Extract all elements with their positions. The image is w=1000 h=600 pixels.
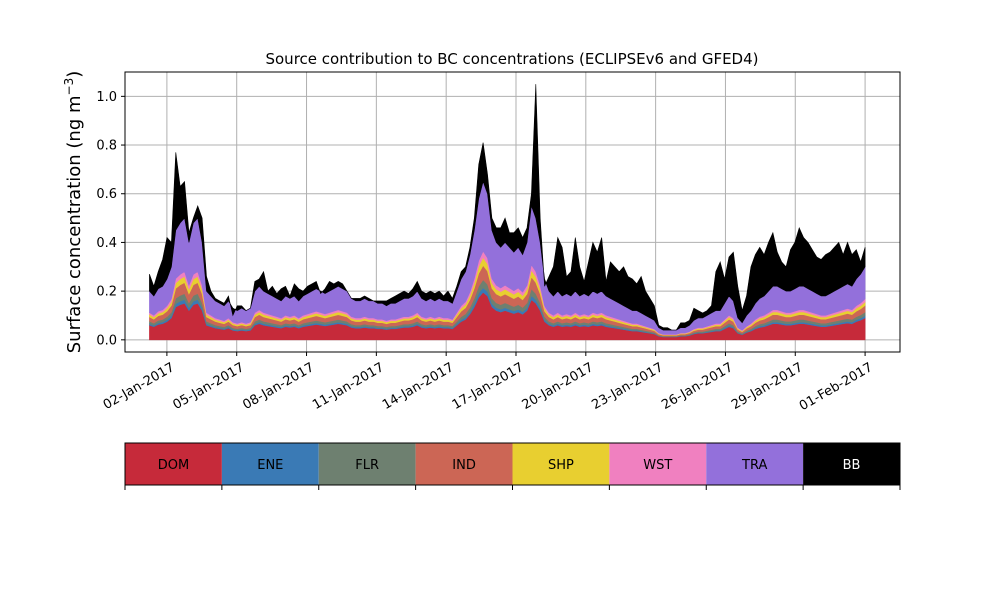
y-tick-label: 0.2 bbox=[96, 285, 117, 300]
y-tick-label: 1.0 bbox=[96, 90, 117, 105]
legend-label-bb: BB bbox=[843, 458, 861, 473]
legend-label-tra: TRA bbox=[741, 458, 767, 473]
legend-colorbar: DOM ENE FLR IND SHP WST TRA BB bbox=[124, 442, 901, 490]
y-axis-label-exponent: −3 bbox=[62, 78, 76, 96]
legend-swatch-shp bbox=[512, 443, 610, 485]
x-tick-label: 29-Jan-2017 bbox=[729, 360, 806, 413]
y-tick-label: 0.8 bbox=[96, 139, 117, 154]
x-tick-label: 05-Jan-2017 bbox=[171, 360, 248, 413]
legend-swatch-bb bbox=[803, 443, 900, 485]
grid bbox=[125, 72, 900, 352]
x-tick-label: 08-Jan-2017 bbox=[240, 360, 317, 413]
legend-swatch-flr bbox=[318, 443, 416, 485]
legend-label-flr: FLR bbox=[355, 458, 379, 473]
legend-label-shp: SHP bbox=[548, 458, 574, 473]
y-tick-label: 0.6 bbox=[96, 187, 117, 202]
x-tick-label: 20-Jan-2017 bbox=[520, 360, 597, 413]
stacked-areas bbox=[149, 84, 866, 341]
legend-label-ene: ENE bbox=[257, 458, 283, 473]
legend-swatch-dom bbox=[125, 443, 222, 485]
x-tick-label: 01-Feb-2017 bbox=[797, 360, 876, 414]
legend-label-ind: IND bbox=[452, 458, 476, 473]
y-axis-label-close: ) bbox=[64, 71, 85, 78]
y-tick-label: 0.4 bbox=[96, 236, 117, 251]
area-bb bbox=[149, 84, 866, 331]
legend-swatch-wst bbox=[609, 443, 707, 485]
y-axis-label: Surface concentration (ng m−3) bbox=[62, 71, 85, 354]
y-axis: 0.0 0.2 0.4 0.6 0.8 1.0 bbox=[96, 90, 125, 348]
y-axis-label-main: Surface concentration (ng m bbox=[64, 95, 85, 353]
y-tick-label: 0.0 bbox=[96, 333, 117, 348]
legend-swatch-ind bbox=[415, 443, 513, 485]
x-tick-label: 26-Jan-2017 bbox=[659, 360, 736, 413]
x-tick-label: 17-Jan-2017 bbox=[450, 360, 527, 413]
legend-swatch-ene bbox=[221, 443, 319, 485]
x-tick-label: 14-Jan-2017 bbox=[380, 360, 457, 413]
plot-frame bbox=[124, 71, 901, 353]
x-axis: 02-Jan-201705-Jan-201708-Jan-201711-Jan-… bbox=[101, 352, 876, 414]
chart-title: Source contribution to BC concentrations… bbox=[265, 50, 758, 68]
legend-label-dom: DOM bbox=[158, 458, 189, 473]
x-tick-label: 23-Jan-2017 bbox=[589, 360, 666, 413]
legend-label-wst: WST bbox=[643, 458, 672, 473]
legend-swatch-tra bbox=[706, 443, 804, 485]
x-tick-label: 02-Jan-2017 bbox=[101, 360, 178, 413]
x-tick-label: 11-Jan-2017 bbox=[310, 360, 387, 413]
